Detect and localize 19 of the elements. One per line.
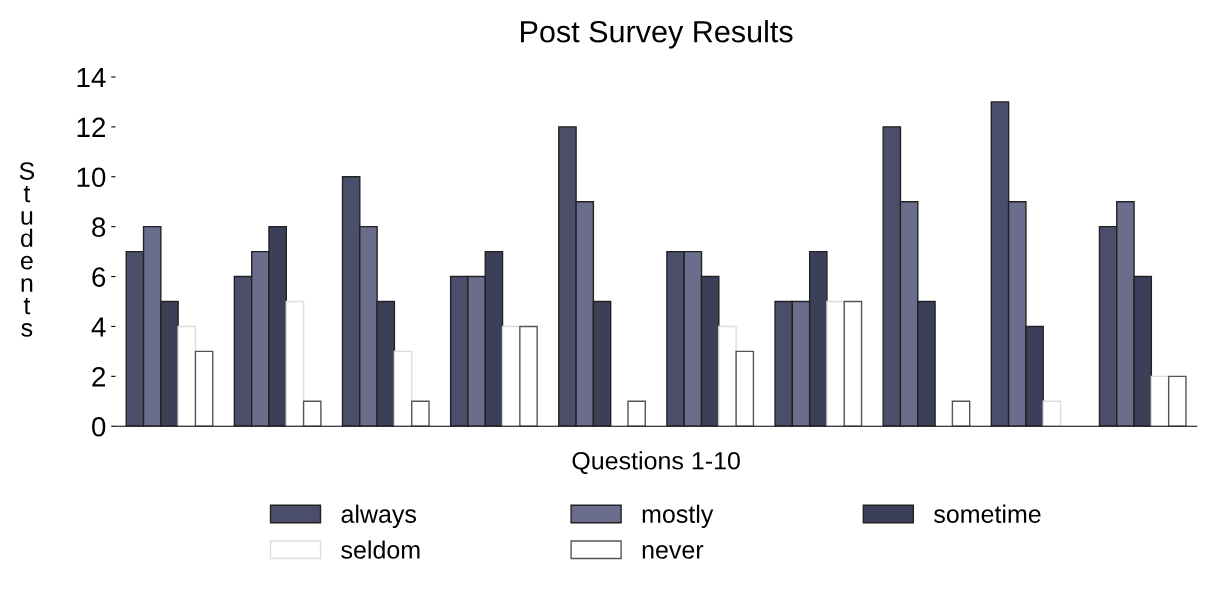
y-tick-label: 10 [77,167,106,188]
y-tick-label: 6 [92,267,106,287]
bar [951,400,971,427]
y-tick-label: 8 [92,217,106,237]
y-tick-label: 4 [91,317,106,337]
y-axis-title: Students [19,162,35,337]
x-axis-title: Questions 1-10 [572,451,740,475]
y-tick-label: 14 [77,67,106,88]
bar [627,400,646,427]
y-tick-label: 2 [92,367,105,387]
chart-title: Post Survey Results [521,20,793,49]
legend-label: seldom [341,540,420,559]
legend-label: mostly [642,504,714,528]
y-tick-label: 0 [92,416,106,437]
bar [1042,400,1062,427]
legend-label: always [341,504,417,528]
y-tick-label: 12 [77,117,106,137]
legend-label: sometime [934,504,1041,523]
legend-label: never [642,545,704,559]
